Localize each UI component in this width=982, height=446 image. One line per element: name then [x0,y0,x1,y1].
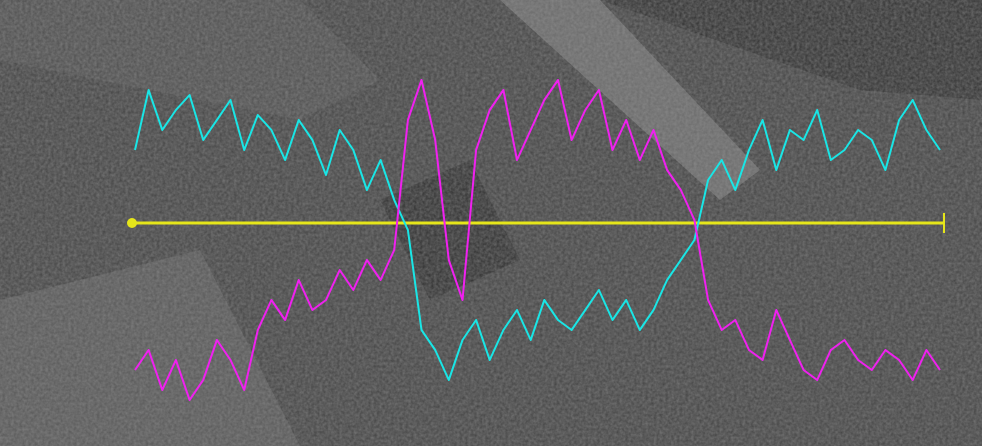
page: (() => { const data = JSON.parse(documen… [0,0,982,446]
image-view [0,0,982,446]
profile-handle [127,218,137,228]
